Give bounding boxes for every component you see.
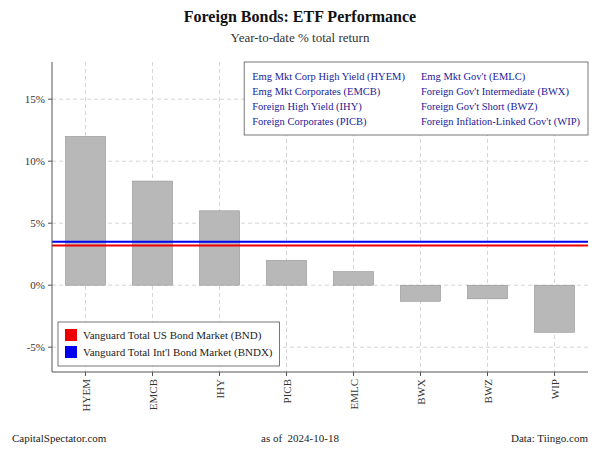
x-tick: [420, 372, 421, 376]
title: Foreign Bonds: ETF Performance: [184, 8, 416, 26]
reference-line: [52, 245, 588, 247]
x-tick: [85, 372, 86, 376]
x-tick-label: BWX: [415, 379, 427, 405]
annotation: Foreign Gov't Short (BWZ): [421, 101, 538, 113]
y-tick-label: 0%: [30, 279, 45, 291]
plot-area: [52, 136, 588, 332]
annotation: Emg Mkt Corp High Yield (HYEM): [252, 71, 405, 83]
chart: Foreign Bonds: ETF Performance Year-to-da…: [0, 0, 600, 450]
x-tick: [219, 372, 220, 376]
annotation: Foreign Corporates (PICB): [252, 116, 367, 128]
x-tick-label: HYEM: [80, 379, 92, 412]
x-tick: [353, 372, 354, 376]
grid-line: [52, 161, 588, 162]
bar: [132, 181, 172, 285]
footer-text: as of 2024-10-18: [261, 432, 339, 444]
y-tick-label: 5%: [30, 217, 45, 229]
axes: -5% 0% 5% 10% 15% HYEM EMCB IHY PICB EMLC BWX BWZ WI…: [25, 62, 588, 411]
bar: [266, 260, 306, 285]
x-tick: [286, 372, 287, 376]
bar: [65, 136, 105, 285]
y-tick: [48, 99, 52, 100]
subtitle: Year-to-date % total return: [231, 30, 370, 45]
bar: [534, 285, 574, 332]
x-tick-label: BWZ: [482, 379, 494, 404]
x-tick: [152, 372, 153, 376]
bar: [333, 272, 373, 286]
footer-text: CapitalSpectator.com: [12, 432, 107, 444]
y-tick: [48, 223, 52, 224]
annotation: Foreign Gov't Intermediate (BWX): [421, 86, 569, 98]
footer: CapitalSpectator.com as of 2024-10-18 Data…: [12, 432, 588, 444]
bar: [467, 285, 507, 299]
x-tick-label: PICB: [281, 379, 293, 403]
annotation-box: Emg Mkt Corp High Yield (HYEM) Emg Mkt Co…: [244, 62, 588, 135]
x-tick: [487, 372, 488, 376]
footer-text: Data: Tiingo.com: [511, 432, 588, 444]
y-axis-line: [52, 62, 53, 372]
y-tick-label: 10%: [25, 155, 45, 167]
x-axis-line: [52, 372, 588, 373]
x-tick-label: EMLC: [348, 379, 360, 410]
x-tick-label: EMCB: [147, 379, 159, 410]
annotation: Foreign High Yield (IHY): [252, 101, 362, 113]
y-tick-label: 15%: [25, 93, 45, 105]
reference-line: [52, 241, 588, 243]
bar: [199, 211, 239, 285]
y-tick: [48, 161, 52, 162]
legend-entry: Vanguard Total Int'l Bond Market (BNDX): [83, 346, 273, 359]
legend: Vanguard Total US Bond Market (BND) Vangu…: [58, 322, 280, 366]
annotation: Emg Mkt Gov't (EMLC): [421, 71, 526, 83]
annotation: Emg Mkt Corporates (EMCB): [252, 86, 381, 98]
legend-swatch: [65, 346, 77, 358]
x-tick: [554, 372, 555, 376]
y-tick: [48, 347, 52, 348]
x-tick-label: WIP: [549, 379, 561, 399]
annotation: Foreign Inflation-Linked Gov't (WIP): [421, 116, 581, 128]
bar: [400, 285, 440, 301]
legend-swatch: [65, 329, 77, 341]
y-tick: [48, 285, 52, 286]
annotation-frame: [244, 62, 588, 135]
y-tick-label: -5%: [27, 341, 45, 353]
grid: [52, 62, 588, 372]
x-tick-label: IHY: [214, 379, 226, 399]
legend-frame: [58, 322, 280, 366]
legend-entry: Vanguard Total US Bond Market (BND): [83, 329, 262, 342]
